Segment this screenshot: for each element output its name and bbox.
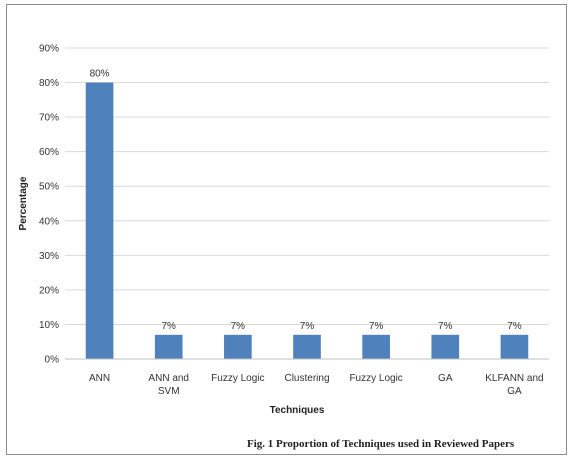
y-tick-label: 90% [39,44,59,55]
x-tick-label: GA [438,373,453,384]
y-tick-label: 20% [39,285,59,296]
bar [500,334,529,359]
bar [154,334,183,359]
y-tick-label: 70% [39,113,59,124]
data-label: 7% [161,321,176,332]
y-tick-label: 30% [39,251,59,262]
data-label: 7% [231,321,246,332]
data-label: 7% [507,321,522,332]
y-tick-label: 40% [39,216,59,227]
data-label: 7% [438,321,453,332]
x-tick-label: ANN and SVM [148,373,189,397]
x-axis-title: Techniques [270,405,325,416]
data-label: 7% [300,321,315,332]
x-axis-categories: ANN ANN and SVM Fuzzy Logic Clustering Fuzzy … [89,373,544,397]
y-tick-label: 10% [39,320,59,331]
figure-caption: Fig. 1 Proportion of Techniques used in … [247,438,515,450]
bar [431,334,460,359]
chart-frame: 0% 10% 20% 30% 40% 50% 60% 70% 80% 90% 80% 7% 7% 7% 7… [6,4,567,455]
bars [85,82,529,360]
y-tick-label: 0% [45,355,60,366]
y-tick-label: 60% [39,147,59,158]
y-tick-label: 50% [39,182,59,193]
bar-chart: 0% 10% 20% 30% 40% 50% 60% 70% 80% 90% 80% 7% 7% 7% 7… [18,44,549,416]
gridlines [65,47,549,325]
bar [293,334,321,359]
bar [224,334,252,359]
bar [85,82,114,360]
data-label: 80% [90,69,110,80]
y-axis-title: Percentage [18,176,29,230]
x-tick-label: Clustering [284,373,329,384]
y-axis-ticks: 0% 10% 20% 30% 40% 50% 60% 70% 80% 90% [39,44,59,366]
x-tick-label: Fuzzy Logic [349,373,402,384]
data-label: 7% [369,321,384,332]
x-tick-label: KLFANN and GA [485,373,543,397]
x-tick-label: Fuzzy Logic [211,373,264,384]
bar [362,334,390,359]
data-labels: 80% 7% 7% 7% 7% 7% 7% [90,69,522,332]
y-tick-label: 80% [39,78,59,89]
x-tick-label: ANN [89,373,110,384]
